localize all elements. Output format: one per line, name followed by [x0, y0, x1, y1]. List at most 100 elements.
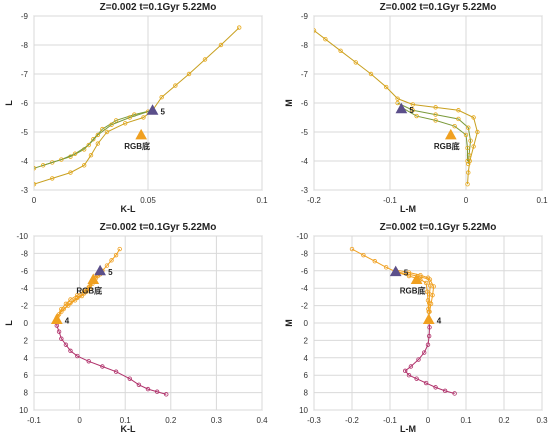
marker-label: 5: [409, 106, 414, 115]
y-tick-label: 0: [24, 319, 29, 328]
data-point: [465, 158, 470, 164]
data-point: [372, 259, 377, 264]
chart-panel-3: -0.1 0 0.1 0.2 0.3 0.4 -10 -8 -6 -4 -2 0 2 4 6 8 10 Z=0.0…: [0, 220, 280, 440]
data-point: [395, 100, 400, 106]
y-tick-label: -4: [21, 157, 29, 166]
y-tick-label: -10: [296, 232, 308, 241]
marker-label: 4: [65, 317, 70, 326]
marker-rgb: [444, 128, 457, 140]
data-point: [56, 329, 62, 334]
data-point: [91, 137, 96, 142]
y-tick-label: -9: [301, 12, 309, 21]
data-point: [202, 57, 208, 62]
y-tick-label: -8: [21, 41, 29, 50]
y-tick-label: -6: [301, 267, 309, 276]
data-point: [113, 252, 119, 258]
data-point: [402, 368, 408, 374]
chart-title: Z=0.002 t=0.1Gyr 5.22Mo: [380, 222, 497, 233]
data-point: [421, 350, 427, 355]
y-tick-label: -6: [21, 267, 29, 276]
data-point: [186, 71, 192, 77]
data-point: [75, 353, 80, 359]
marker-5: [146, 104, 159, 115]
y-tick-label: 2: [24, 336, 29, 345]
data-point: [466, 170, 471, 175]
data-point: [86, 359, 91, 364]
data-point: [59, 336, 64, 341]
data-point: [34, 182, 37, 187]
x-tick-label: 0: [32, 196, 37, 205]
chart-3-svg: -0.1 0 0.1 0.2 0.3 0.4 -10 -8 -6 -4 -2 0 2 4 6 8 10 Z=0.0…: [4, 222, 268, 434]
x-tick-label: 0.05: [140, 196, 156, 205]
data-point: [59, 157, 64, 162]
chart-2-svg: -0.2 -0.1 0 0.1 -3 -4 -5 -6 -7 -8 -9 Z=0.002 t=0.1G…: [284, 2, 548, 214]
x-axis-label: K-L: [121, 204, 136, 214]
x-tick-label: 0.2: [498, 416, 510, 425]
x-tick-label: -0.3: [307, 416, 321, 425]
marker-label: 5: [108, 268, 113, 277]
data-point: [349, 246, 355, 252]
data-point: [423, 280, 429, 286]
data-point: [414, 376, 419, 381]
data-point: [368, 71, 374, 77]
y-axis-label: L: [4, 320, 14, 326]
marker-label: RGB底: [124, 141, 150, 151]
data-point: [361, 252, 366, 258]
data-point: [63, 342, 69, 347]
data-point: [87, 286, 92, 292]
y-tick-label: -5: [21, 128, 29, 137]
data-point: [61, 306, 66, 312]
data-point: [452, 391, 457, 396]
data-point: [433, 112, 438, 117]
data-point: [414, 113, 419, 119]
x-tick-label: 0: [426, 416, 431, 425]
data-point: [427, 325, 432, 330]
data-point: [452, 123, 457, 129]
data-point: [117, 246, 122, 252]
data-point: [173, 83, 178, 88]
data-point: [466, 125, 471, 130]
data-point: [145, 386, 151, 392]
x-axis-label: K-L: [121, 424, 136, 434]
x-tick-label: 0.1: [120, 416, 132, 425]
y-axis-label: M: [284, 319, 294, 327]
data-point: [59, 309, 64, 314]
data-point: [40, 163, 46, 168]
y-tick-label: -10: [16, 232, 28, 241]
data-point: [109, 258, 114, 263]
data-point: [113, 369, 119, 374]
data-point: [159, 94, 164, 100]
y-tick-label: -4: [301, 157, 309, 166]
data-point: [410, 102, 415, 107]
data-point: [463, 132, 469, 138]
marker-5: [395, 102, 408, 114]
chart-title: Z=0.002 t=0.1Gyr 5.22Mo: [100, 2, 217, 13]
marker-label: 4: [437, 317, 442, 326]
data-point: [395, 96, 400, 101]
data-point: [72, 151, 78, 156]
y-tick-label: -6: [21, 99, 29, 108]
y-tick-label: -8: [21, 249, 29, 258]
data-point: [410, 108, 415, 113]
data-point: [100, 364, 105, 369]
data-point: [104, 129, 110, 135]
marker-4: [422, 313, 435, 325]
x-tick-label: -0.2: [345, 416, 359, 425]
data-point: [471, 144, 476, 149]
data-point: [75, 295, 80, 300]
y-tick-label: -8: [301, 41, 309, 50]
marker-rgb: [410, 273, 423, 284]
x-tick-label: 0: [464, 196, 469, 205]
y-tick-label: 10: [299, 406, 308, 415]
chart-panel-2: -0.2 -0.1 0 0.1 -3 -4 -5 -6 -7 -8 -9 Z=0.002 t=0.1G…: [280, 0, 560, 220]
series-line: [314, 30, 478, 185]
y-tick-label: -4: [301, 284, 309, 293]
data-point: [218, 42, 224, 48]
x-tick-label: -0.1: [383, 196, 397, 205]
x-tick-label: 0.1: [256, 196, 268, 205]
marker-label: 5: [404, 269, 409, 278]
y-tick-label: -2: [301, 302, 309, 311]
data-point: [408, 364, 414, 369]
chart-panel-1: 0 0.05 0.1 -3 -4 -5 -6 -7 -8 -9 Z=0.002 t=0.1Gyr 5…: [0, 0, 280, 220]
series-4: [54, 317, 169, 397]
